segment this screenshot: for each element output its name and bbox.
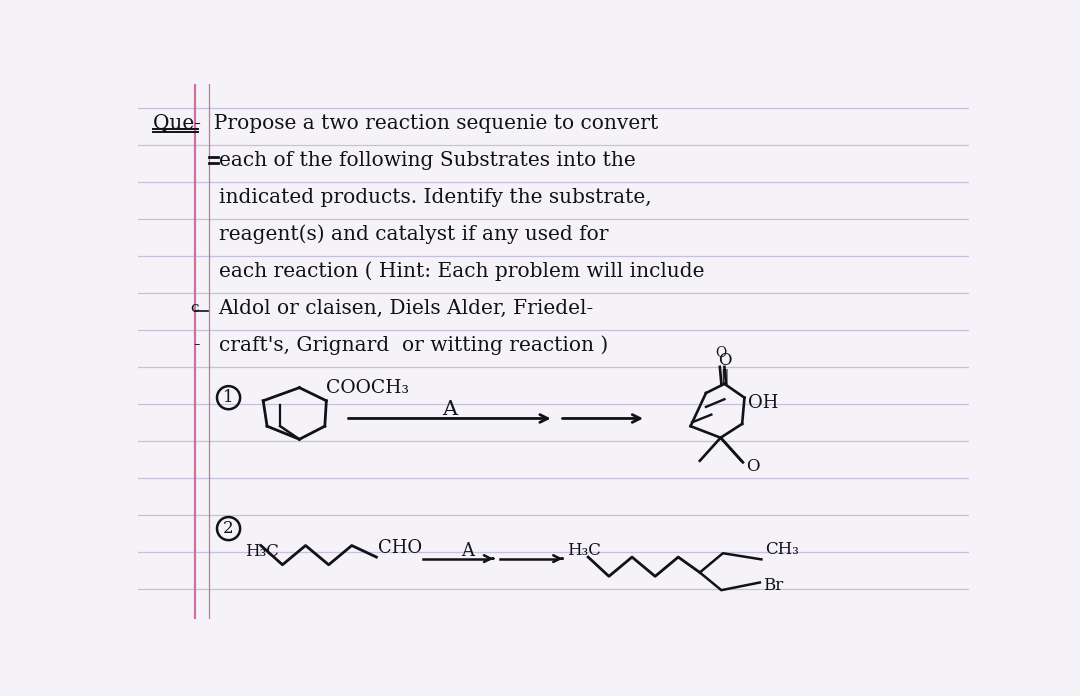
Text: OH: OH [747,394,778,412]
Text: reagent(s) and catalyst if any used for: reagent(s) and catalyst if any used for [218,225,608,244]
Text: A: A [442,400,457,419]
Text: O: O [715,346,726,360]
Text: COOCH₃: COOCH₃ [326,379,409,397]
Text: ||: || [720,369,730,383]
Text: 1: 1 [224,389,234,406]
Text: each reaction ( Hint: Each problem will include: each reaction ( Hint: Each problem will … [218,262,704,281]
Text: craft's, Grignard  or witting reaction ): craft's, Grignard or witting reaction ) [218,335,608,355]
Text: CHO: CHO [378,539,422,557]
Text: O: O [746,458,759,475]
Text: -: - [193,336,200,354]
Text: H₃C: H₃C [245,543,280,560]
Text: Br: Br [762,577,783,594]
Text: H₃C: H₃C [567,542,602,560]
Text: indicated products. Identify the substrate,: indicated products. Identify the substra… [218,188,651,207]
Text: CH₃: CH₃ [766,541,799,558]
Text: O: O [718,352,732,369]
Text: A: A [461,542,474,560]
Text: Aldol or claisen, Diels Alder, Friedel-: Aldol or claisen, Diels Alder, Friedel- [218,299,594,318]
Text: c: c [190,301,199,315]
Text: Que-  Propose a two reaction sequenie to convert: Que- Propose a two reaction sequenie to … [153,114,659,133]
Text: 2: 2 [224,520,234,537]
Text: each of the following Substrates into the: each of the following Substrates into th… [218,151,635,170]
